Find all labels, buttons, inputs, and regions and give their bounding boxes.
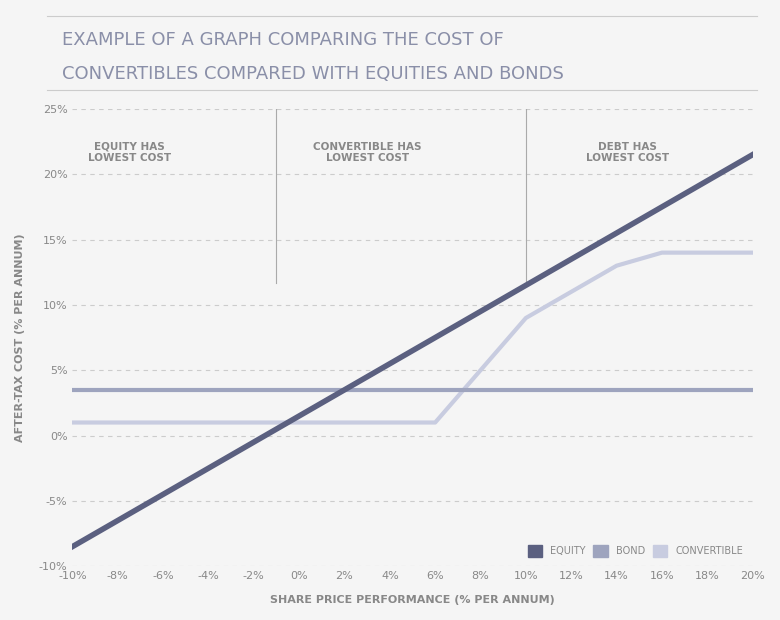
X-axis label: SHARE PRICE PERFORMANCE (% PER ANNUM): SHARE PRICE PERFORMANCE (% PER ANNUM) <box>270 595 555 605</box>
Text: DEBT HAS
LOWEST COST: DEBT HAS LOWEST COST <box>587 141 669 163</box>
Y-axis label: AFTER-TAX COST (% PER ANNUM): AFTER-TAX COST (% PER ANNUM) <box>15 233 25 442</box>
Legend: EQUITY, BOND, CONVERTIBLE: EQUITY, BOND, CONVERTIBLE <box>523 540 748 561</box>
Text: CONVERTIBLE HAS
LOWEST COST: CONVERTIBLE HAS LOWEST COST <box>313 141 421 163</box>
Text: EXAMPLE OF A GRAPH COMPARING THE COST OF: EXAMPLE OF A GRAPH COMPARING THE COST OF <box>62 31 504 49</box>
Text: CONVERTIBLES COMPARED WITH EQUITIES AND BONDS: CONVERTIBLES COMPARED WITH EQUITIES AND … <box>62 65 564 83</box>
Text: EQUITY HAS
LOWEST COST: EQUITY HAS LOWEST COST <box>87 141 171 163</box>
